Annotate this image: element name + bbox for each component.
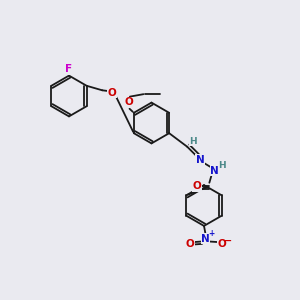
Text: O: O bbox=[218, 239, 226, 249]
Text: O: O bbox=[107, 88, 116, 98]
Text: N: N bbox=[201, 233, 210, 244]
Text: −: − bbox=[224, 236, 232, 246]
Text: H: H bbox=[189, 137, 197, 146]
Text: O: O bbox=[192, 181, 201, 191]
Text: N: N bbox=[196, 155, 205, 165]
Text: H: H bbox=[218, 161, 226, 170]
Text: O: O bbox=[124, 97, 133, 107]
Text: O: O bbox=[185, 239, 194, 249]
Text: N: N bbox=[210, 166, 219, 176]
Text: +: + bbox=[208, 229, 214, 238]
Text: F: F bbox=[65, 64, 73, 74]
